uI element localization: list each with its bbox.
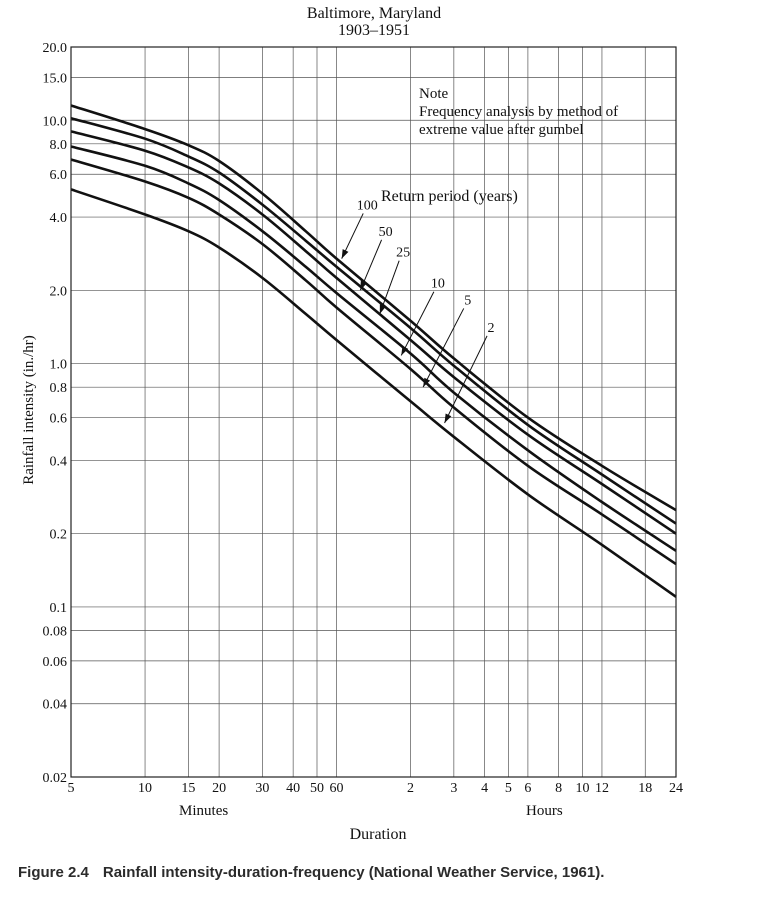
legend-title: Return period (years) [381,188,518,205]
series-leader-10 [400,291,435,356]
y-tick-label: 0.6 [50,412,68,427]
series-label-10: 10 [431,277,445,292]
x-tick-label: 4 [481,781,488,796]
axis-ticks: 20.0 15.0 10.0 8.0 6.0 4.0 2.0 1.0 0.8 0.6 0.4 0.2 0… [43,41,684,819]
note-line-2: Frequency analysis by method of [419,104,618,120]
x-tick-label: 30 [255,781,269,796]
series-arrowhead-50 [360,280,367,291]
x-tick-label: 18 [638,781,652,796]
series-line-2 [70,188,677,598]
x-group-label: Hours [526,803,563,819]
x-tick-label: 6 [524,781,531,796]
series-label-100: 100 [357,198,378,213]
plot-frame [70,46,677,778]
x-tick-label: 40 [286,781,300,796]
series-label-2: 2 [488,321,495,336]
y-tick-label: 15.0 [43,71,68,86]
idf-chart: Baltimore, Maryland 1903–1951 20.0 15.0 10… [21,5,684,843]
y-tick-label: 0.08 [43,624,68,639]
x-group-label: Minutes [179,803,228,819]
note-box: Note Frequency analysis by method of ext… [419,86,618,138]
caption-text: Rainfall intensity-duration-frequency (N… [102,864,605,881]
series-arrowhead-5 [423,377,431,388]
chart-title-line2: 1903–1951 [338,22,410,39]
y-tick-label: 2.0 [50,284,68,299]
series-arrowhead-25 [379,304,386,314]
x-axis-label: Duration [350,826,407,843]
series-line-100 [70,104,677,512]
series-label-50: 50 [379,225,393,240]
y-axis-label: Rainfall intensity (in./hr) [21,335,37,485]
x-tick-label: 5 [68,781,75,796]
series-line-50 [70,116,677,525]
x-tick-label: 20 [212,781,226,796]
y-tick-label: 0.06 [43,655,68,670]
y-tick-label: 20.0 [43,41,68,56]
x-tick-label: 60 [329,781,343,796]
x-tick-label: 5 [505,781,512,796]
series-leader-25 [379,260,400,315]
series-line-25 [70,130,677,535]
note-line-1: Note [419,86,449,102]
x-tick-label: 24 [669,781,683,796]
x-tick-label: 10 [575,781,589,796]
y-tick-label: 0.02 [43,771,68,786]
series-arrowhead-2 [444,413,452,423]
note-line-3: extreme value after gumbel [419,122,584,138]
y-tick-label: 1.0 [50,358,68,373]
x-tick-label: 12 [595,781,609,796]
y-tick-label: 8.0 [50,138,68,153]
figure-number: Figure 2.4 [18,864,89,881]
x-tick-label: 8 [555,781,562,796]
y-tick-label: 0.8 [50,381,68,396]
series-label-5: 5 [464,293,471,308]
y-tick-label: 0.4 [50,454,68,469]
series-leader-2 [444,335,488,424]
series-arrowhead-100 [341,249,349,259]
y-tick-label: 0.04 [43,698,68,713]
y-tick-label: 0.2 [50,528,68,543]
y-tick-label: 0.1 [50,601,68,616]
series-group [70,104,677,598]
series-line-10 [70,145,677,552]
chart-title-line1: Baltimore, Maryland [307,5,441,22]
x-tick-label: 3 [450,781,457,796]
y-tick-label: 10.0 [43,114,68,129]
x-tick-label: 50 [310,781,324,796]
series-leader-50 [359,239,383,291]
y-tick-label: 6.0 [50,168,68,183]
series-leader-5 [422,308,465,388]
y-tick-label: 4.0 [50,211,68,226]
x-tick-label: 10 [138,781,152,796]
figure-caption: Figure 2.4 Rainfall intensity-duration-fr… [18,864,604,881]
x-tick-label: 2 [407,781,414,796]
series-arrowhead-10 [401,345,409,356]
series-label-25: 25 [396,246,410,261]
series-line-5 [70,158,677,566]
x-tick-label: 15 [181,781,195,796]
